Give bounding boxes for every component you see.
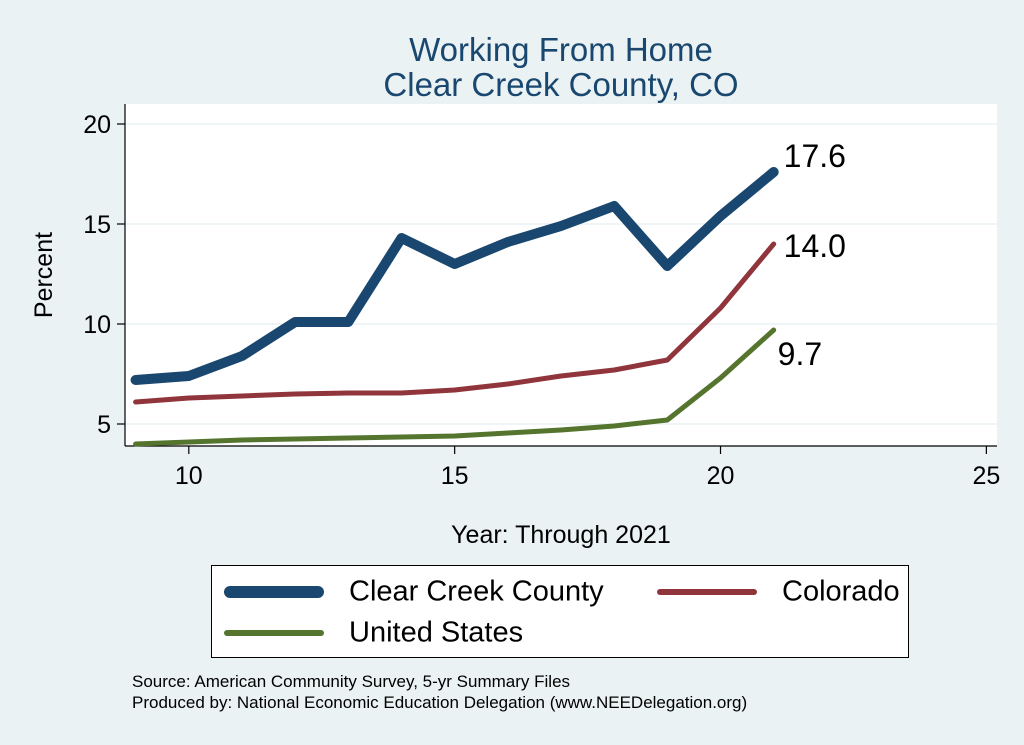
x-tick-label: 15 xyxy=(441,462,469,490)
y-tick-label: 5 xyxy=(97,411,111,439)
legend-swatch-clear-creek xyxy=(224,586,324,598)
end-label-colorado: 14.0 xyxy=(784,228,846,264)
y-tick-label: 20 xyxy=(83,111,111,139)
source-note: Source: American Community Survey, 5-yr … xyxy=(132,671,747,713)
legend-label-colorado: Colorado xyxy=(782,576,900,609)
y-tick-label: 15 xyxy=(83,211,111,239)
legend-label-clear-creek: Clear Creek County xyxy=(349,576,604,609)
chart-title-line-2: Clear Creek County, CO xyxy=(383,66,738,103)
chart-title-line-1: Working From Home xyxy=(409,31,713,68)
source-line: Source: American Community Survey, 5-yr … xyxy=(132,671,747,692)
y-axis-label: Percent xyxy=(30,232,58,318)
x-tick-label: 20 xyxy=(707,462,735,490)
x-tick-label: 25 xyxy=(972,462,1000,490)
end-label-united-states: 9.7 xyxy=(778,336,822,372)
legend-swatch-united-states xyxy=(224,630,324,636)
y-tick-label: 10 xyxy=(83,311,111,339)
end-label-clear-creek: 17.6 xyxy=(784,138,846,174)
x-axis-label: Year: Through 2021 xyxy=(451,521,671,549)
produced-by-line: Produced by: National Economic Education… xyxy=(132,692,747,713)
x-tick-label: 10 xyxy=(175,462,203,490)
legend: Clear Creek County Colorado United State… xyxy=(211,565,909,658)
legend-label-united-states: United States xyxy=(349,617,523,650)
legend-swatch-colorado xyxy=(657,589,757,595)
